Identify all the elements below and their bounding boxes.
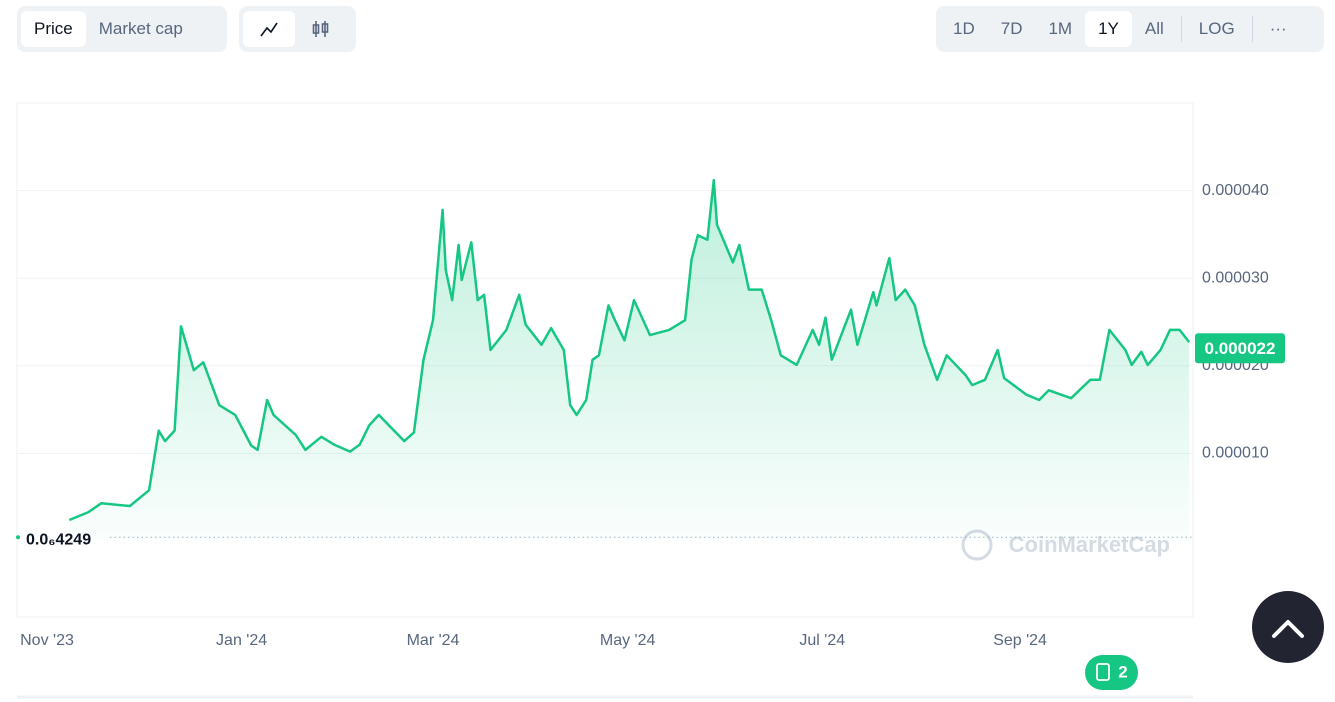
range-toggle: 1D 7D 1M 1Y All LOG ···	[936, 6, 1324, 52]
x-tick-label: Sep '24	[993, 632, 1047, 649]
price-area	[69, 180, 1190, 541]
y-tick-label: 0.000040	[1202, 182, 1269, 199]
line-chart-button[interactable]	[243, 11, 295, 47]
x-tick-label: Jan '24	[216, 632, 267, 649]
watermark-logo	[961, 529, 993, 561]
y-tick-label: 0.000020	[1202, 357, 1269, 374]
log-button[interactable]: LOG	[1198, 19, 1235, 38]
chart-type-toggle	[239, 6, 356, 52]
range-all[interactable]: All	[1144, 19, 1164, 38]
separator	[1180, 16, 1182, 42]
x-tick-label: Jul '24	[799, 632, 845, 649]
x-tick-label: Mar '24	[407, 632, 460, 649]
scroll-top-icon	[1272, 620, 1304, 638]
range-1m[interactable]: 1M	[1048, 19, 1073, 38]
price-line	[68, 178, 1191, 522]
candle-icon	[312, 21, 329, 37]
x-tick-label: May '24	[600, 632, 656, 649]
x-tick-label: Nov '23	[20, 632, 74, 649]
current-price-label: 0.000022	[1205, 339, 1276, 358]
notes-count: 2	[1118, 662, 1127, 681]
y-tick-label: 0.000010	[1202, 445, 1269, 462]
separator	[1251, 16, 1253, 42]
current-price-tag	[1195, 333, 1285, 364]
range-1d[interactable]: 1D	[953, 19, 975, 38]
line-icon	[260, 22, 278, 37]
min-dot	[16, 535, 20, 540]
candle-chart-button[interactable]	[295, 11, 347, 47]
currency-label: USD	[1259, 602, 1293, 619]
notes-icon	[1096, 663, 1110, 681]
price-tab[interactable]: Price	[21, 11, 86, 47]
scroll-top-button	[1252, 591, 1324, 663]
plot-frame	[16, 102, 1194, 618]
more-button[interactable]: ···	[1269, 19, 1287, 38]
range-7d[interactable]: 7D	[1000, 19, 1023, 38]
watermark: CoinMarketCap	[1009, 532, 1170, 557]
range-1y[interactable]: 1Y	[1085, 11, 1132, 47]
y-tick-label: 0.000030	[1202, 269, 1269, 286]
metric-toggle: Price Market cap	[17, 6, 227, 52]
min-label: 0.0₆4249	[26, 531, 91, 548]
market-cap-tab[interactable]: Market cap	[98, 19, 183, 38]
notes-badge	[1085, 655, 1138, 690]
